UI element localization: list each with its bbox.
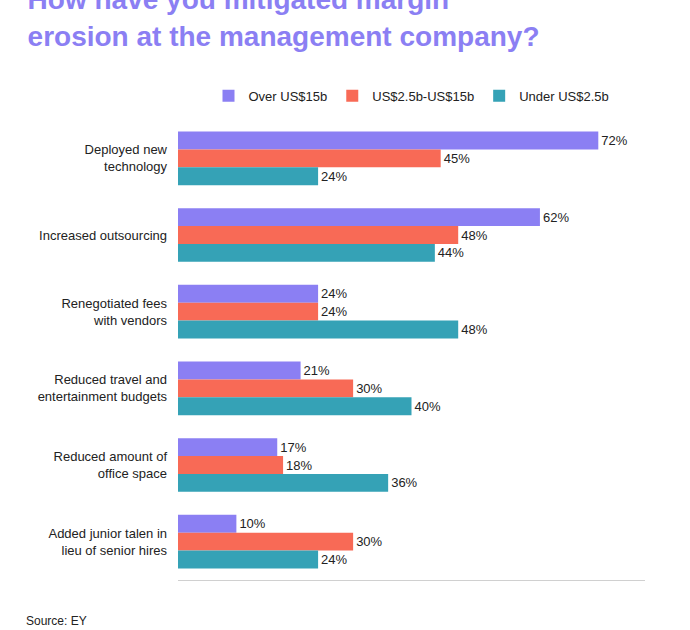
svg-text:Renegotiated feeswith vendors: Renegotiated feeswith vendors <box>61 296 167 328</box>
svg-text:Reduced travel andentertainmen: Reduced travel andentertainment budgets <box>38 372 168 404</box>
svg-text:48%: 48% <box>461 228 487 243</box>
svg-text:48%: 48% <box>461 322 487 337</box>
svg-text:Over US$15b: Over US$15b <box>249 89 328 104</box>
svg-text:Source: EY: Source: EY <box>26 614 87 628</box>
svg-text:24%: 24% <box>321 552 347 567</box>
svg-text:18%: 18% <box>286 458 312 473</box>
svg-text:40%: 40% <box>415 399 441 414</box>
svg-text:36%: 36% <box>391 475 417 490</box>
svg-text:30%: 30% <box>356 381 382 396</box>
svg-text:72%: 72% <box>601 133 627 148</box>
svg-text:US$2.5b-US$15b: US$2.5b-US$15b <box>372 89 474 104</box>
svg-text:24%: 24% <box>321 304 347 319</box>
svg-text:How have you mitigated margine: How have you mitigated marginerosion at … <box>28 0 540 52</box>
svg-text:17%: 17% <box>280 440 306 455</box>
svg-text:Added junior talen inlieu of s: Added junior talen inlieu of senior hire… <box>48 526 167 558</box>
svg-text:62%: 62% <box>543 210 569 225</box>
svg-text:Increased outsourcing: Increased outsourcing <box>39 228 167 243</box>
svg-text:44%: 44% <box>438 245 464 260</box>
svg-text:30%: 30% <box>356 534 382 549</box>
svg-text:21%: 21% <box>304 363 330 378</box>
svg-text:Under US$2.5b: Under US$2.5b <box>519 89 609 104</box>
svg-text:Deployed newtechnology: Deployed newtechnology <box>85 142 168 174</box>
svg-text:Reduced amount ofoffice space: Reduced amount ofoffice space <box>54 449 168 481</box>
svg-text:24%: 24% <box>321 169 347 184</box>
svg-text:10%: 10% <box>239 516 265 531</box>
svg-text:24%: 24% <box>321 286 347 301</box>
svg-text:45%: 45% <box>444 151 470 166</box>
